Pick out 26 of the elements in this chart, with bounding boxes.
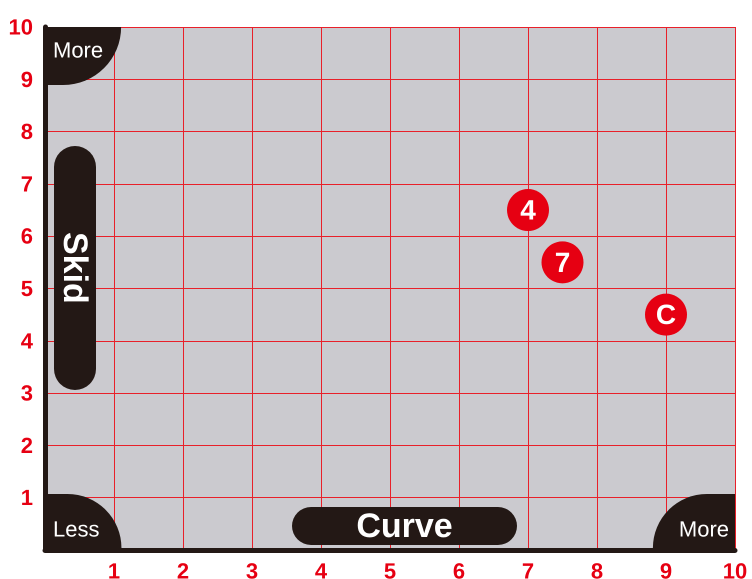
y-tick-label: 4 [20, 328, 34, 354]
x-tick-label: 1 [108, 558, 120, 579]
y-tick-label: 6 [20, 224, 33, 249]
series-label: 4 [520, 194, 536, 226]
y-tick-label: 2 [20, 432, 33, 458]
x-tick-label: 6 [452, 558, 466, 579]
y-tick-label: 10 [8, 14, 33, 40]
x-tick-label: 8 [590, 558, 604, 579]
y-tick-label: 1 [20, 485, 33, 510]
series-label: C [656, 299, 676, 330]
y-tick-label: 9 [20, 66, 33, 92]
annotation: Less [53, 516, 100, 542]
series-label: 7 [554, 246, 570, 278]
x-tick-label: 9 [660, 558, 672, 579]
x-tick-label: 3 [246, 558, 258, 579]
annotation: More [678, 516, 729, 542]
x-tick-label: 10 [722, 558, 748, 579]
y-tick-label: 7 [20, 171, 33, 196]
x-tick-label: 4 [314, 558, 328, 579]
y-tick-label: 8 [20, 119, 33, 144]
x-tick-label: 2 [176, 558, 190, 579]
y-tick-label: 3 [20, 380, 33, 406]
x-tick-label: 5 [384, 558, 396, 579]
annotation: More [53, 38, 104, 62]
x-tick-label: 7 [522, 558, 534, 579]
y-tick-label: 5 [20, 276, 33, 301]
